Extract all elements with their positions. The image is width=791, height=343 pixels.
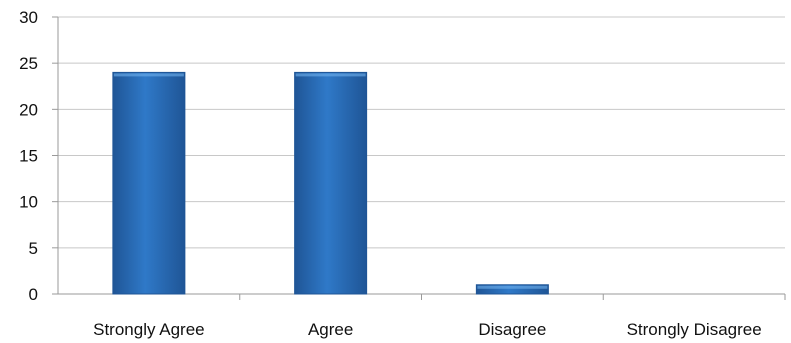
x-category-label: Strongly Agree (93, 320, 205, 339)
y-tick-label: 0 (29, 285, 38, 304)
y-tick-label: 25 (19, 54, 38, 73)
y-tick-label: 10 (19, 193, 38, 212)
y-tick-label: 15 (19, 147, 38, 166)
bars (112, 71, 549, 295)
bar-highlight (477, 285, 548, 289)
y-tick-label: 20 (19, 100, 38, 119)
y-tick-label: 30 (19, 8, 38, 27)
bar-disagree (475, 284, 549, 295)
y-tick-label: 5 (29, 239, 38, 258)
x-category-label: Strongly Disagree (627, 320, 762, 339)
x-category-labels: Strongly Agree Agree Disagree Strongly Disa… (93, 320, 762, 339)
y-tick-labels: 0 5 10 15 20 25 30 (19, 8, 38, 304)
bar-strongly-agree (112, 71, 186, 295)
bar-highlight (113, 73, 184, 77)
x-category-label: Agree (308, 320, 353, 339)
x-category-label: Disagree (478, 320, 546, 339)
bar-agree (294, 71, 368, 295)
bar-highlight (295, 73, 366, 77)
